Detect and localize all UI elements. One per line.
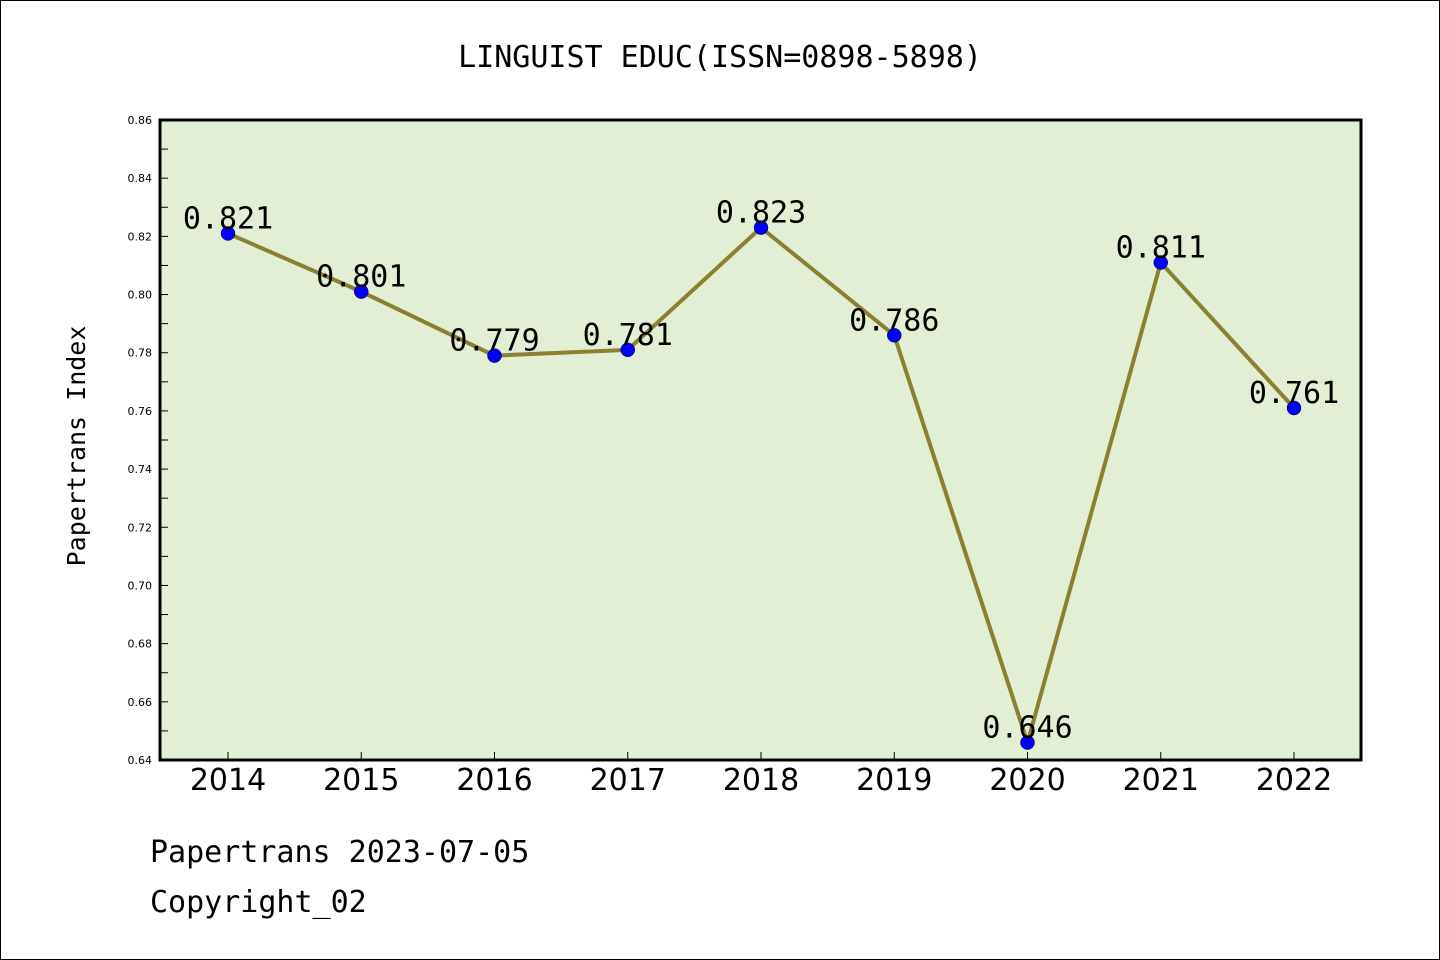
data-point	[487, 348, 502, 363]
data-point	[620, 342, 635, 358]
x-axis: 2014 2015 2016 2017 2018 2019 2020 2021 2022	[190, 752, 1332, 798]
footer-copyright: Copyright_02	[150, 885, 367, 920]
y-tick-label: 0.84	[128, 172, 153, 185]
data-label: 0.646	[982, 711, 1072, 746]
data-point	[753, 220, 769, 235]
y-tick-label: 0.66	[128, 696, 153, 709]
data-label: 0.779	[449, 324, 539, 359]
data-label: 0.801	[316, 260, 406, 295]
data-point	[887, 328, 902, 343]
data-point	[1286, 400, 1302, 416]
y-tick-label: 0.82	[128, 230, 153, 243]
x-tick-label: 2015	[323, 763, 399, 798]
y-tick-label: 0.86	[128, 114, 153, 127]
x-tick-label: 2019	[856, 763, 932, 798]
y-tick-label: 0.78	[128, 347, 153, 360]
y-tick-label: 0.80	[128, 289, 153, 302]
x-tick-label: 2020	[989, 763, 1065, 798]
data-point	[1153, 255, 1168, 270]
plot-border	[158, 118, 1363, 762]
series-line-group: 0.821 0.801 0.779 0.781 0.823 0.786 0.646 0.811…	[183, 196, 1339, 750]
y-tick-label: 0.64	[128, 754, 153, 767]
x-tick-label: 2016	[456, 763, 532, 798]
x-tick-label: 2017	[590, 763, 666, 798]
y-tick-label: 0.76	[128, 405, 153, 418]
data-label: 0.823	[716, 196, 806, 231]
x-tick-label: 2022	[1256, 763, 1332, 798]
data-label: 0.761	[1249, 376, 1339, 411]
y-axis: 0.64 0.66 0.68 0.70 0.72 0.74 0.76 0.78 0.80 0.82…	[128, 114, 168, 767]
chart-title: LINGUIST EDUC(ISSN=0898-5898)	[458, 40, 982, 75]
data-point	[1020, 735, 1035, 750]
data-point	[354, 284, 369, 299]
data-label: 0.821	[183, 201, 273, 236]
x-tick-label: 2021	[1123, 763, 1199, 798]
y-tick-label: 0.70	[128, 579, 153, 592]
y-axis-label: Papertrans Index	[62, 326, 91, 567]
data-label: 0.781	[583, 318, 673, 353]
data-label: 0.811	[1116, 231, 1206, 266]
data-point	[220, 226, 236, 241]
x-tick-label: 2014	[190, 763, 266, 798]
x-tick-label: 2018	[723, 763, 799, 798]
data-label: 0.786	[849, 303, 939, 338]
y-tick-label: 0.74	[128, 463, 153, 476]
y-tick-label: 0.68	[128, 638, 153, 651]
y-tick-label: 0.72	[128, 521, 153, 534]
footer-date: Papertrans 2023-07-05	[150, 835, 530, 870]
